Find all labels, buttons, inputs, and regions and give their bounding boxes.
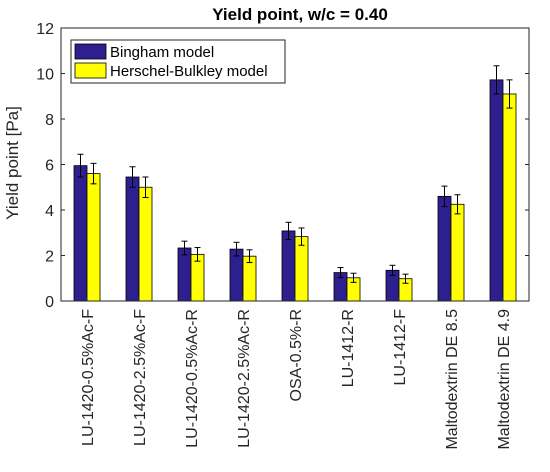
- bar-series-0-cat-7: [437, 195, 452, 302]
- bar-series-1-cat-1: [138, 186, 153, 302]
- legend-label-bingham: Bingham model: [110, 44, 214, 61]
- bar-series-0-cat-1: [125, 176, 140, 302]
- bar-series-1-cat-8: [502, 93, 517, 302]
- legend: Bingham model Herschel-Bulkley model: [70, 39, 286, 84]
- legend-swatch-bingham: [74, 43, 107, 60]
- bar-series-0-cat-4: [281, 230, 296, 302]
- x-tick-label-0: LU-1420-0.5%Ac-F: [80, 309, 97, 446]
- y-tick-label-4: 8: [45, 112, 54, 129]
- x-tick-label-2: LU-1420-0.5%Ac-R: [184, 309, 201, 448]
- y-tick-label-6: 12: [36, 21, 54, 38]
- bar-series-1-cat-7: [450, 203, 465, 302]
- x-tick-label-5: LU-1412-R: [340, 309, 357, 387]
- y-tick-label-1: 2: [45, 249, 54, 266]
- legend-box: [70, 39, 286, 84]
- x-tick-label-4: OSA-0.5%-R: [288, 309, 305, 401]
- x-tick-label-6: LU-1412-F: [392, 309, 409, 386]
- bar-series-0-cat-2: [177, 247, 192, 302]
- y-axis-label: Yield point [Pa]: [3, 106, 22, 220]
- x-tick-label-3: LU-1420-2.5%Ac-R: [236, 309, 253, 448]
- bar-series-1-cat-0: [86, 173, 101, 302]
- plot-area: LU-1420-0.5%Ac-F LU-1420-2.5%Ac-F LU-1420-…: [36, 21, 530, 450]
- y-tick-label-3: 6: [45, 158, 54, 175]
- x-tick-label-8: Maltodextrin DE 4.9: [496, 309, 513, 450]
- bar-series-0-cat-3: [229, 248, 244, 302]
- bar-series-1-cat-4: [294, 236, 309, 302]
- legend-label-herschel-bulkley: Herschel-Bulkley model: [110, 63, 268, 80]
- x-tick-label-1: LU-1420-2.5%Ac-F: [132, 309, 149, 446]
- y-tick-label-2: 4: [45, 203, 54, 220]
- bar-series-0-cat-8: [489, 79, 504, 302]
- legend-swatch-herschel-bulkley: [74, 62, 107, 79]
- bar-series-0-cat-0: [73, 165, 88, 302]
- axes-box: [60, 27, 530, 302]
- y-tick-label-0: 0: [45, 294, 54, 311]
- chart-title: Yield point, w/c = 0.40: [212, 5, 388, 24]
- y-tick-label-5: 10: [36, 67, 54, 84]
- x-tick-label-7: Maltodextrin DE 8.5: [444, 309, 461, 450]
